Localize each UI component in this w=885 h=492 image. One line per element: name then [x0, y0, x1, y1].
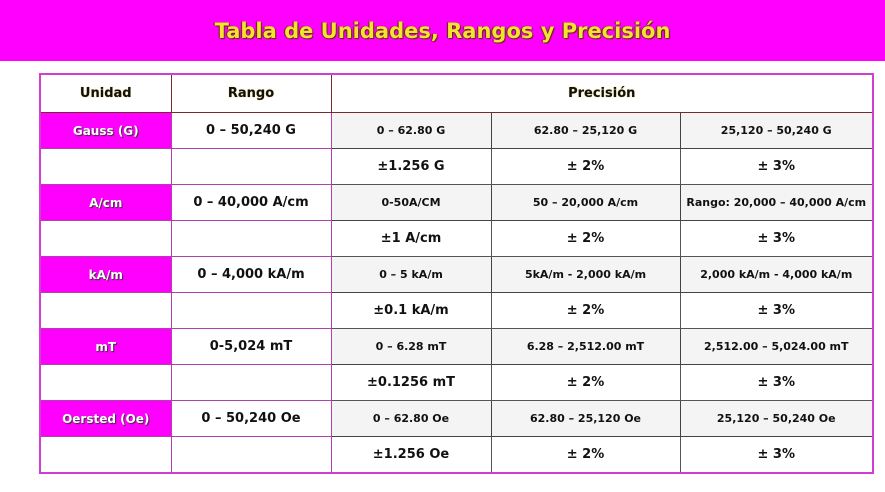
sub-range-cell: 62.80 – 25,120 G — [490, 112, 681, 149]
header-row: Unidad Rango Precisión — [39, 73, 874, 113]
sub-range-cell: 50 – 20,000 A/cm — [490, 184, 681, 221]
empty-cell — [170, 292, 332, 329]
tolerance-cell: ± 2% — [490, 148, 681, 185]
empty-cell — [39, 292, 172, 329]
empty-cell — [39, 220, 172, 257]
tolerance-cell: ± 3% — [679, 220, 874, 257]
unit-cell: Gauss (G) — [39, 112, 172, 149]
column-header: Precisión — [330, 73, 874, 113]
empty-cell — [39, 148, 172, 185]
unit-cell: mT — [39, 328, 172, 365]
empty-cell — [170, 436, 332, 474]
sub-range-cell: Rango: 20,000 – 40,000 A/cm — [679, 184, 874, 221]
tolerance-row: ±1 A/cm ± 2% ± 3% — [39, 220, 874, 257]
title-banner: Tabla de Unidades, Rangos y Precisión — [0, 0, 885, 61]
empty-cell — [170, 148, 332, 185]
tolerance-cell: ±1.256 G — [330, 148, 492, 185]
empty-cell — [170, 364, 332, 401]
tolerance-cell: ± 3% — [679, 364, 874, 401]
column-header: Unidad — [39, 73, 172, 113]
unit-cell: A/cm — [39, 184, 172, 221]
tolerance-row: ±0.1256 mT ± 2% ± 3% — [39, 364, 874, 401]
tolerance-cell: ±1.256 Oe — [330, 436, 492, 474]
sub-range-cell: 2,512.00 – 5,024.00 mT — [679, 328, 874, 365]
sub-range-cell: 5kA/m - 2,000 kA/m — [490, 256, 681, 293]
sub-range-cell: 25,120 – 50,240 Oe — [679, 400, 874, 437]
tolerance-cell: ± 2% — [490, 220, 681, 257]
tolerance-cell: ±0.1256 mT — [330, 364, 492, 401]
tolerance-cell: ± 2% — [490, 364, 681, 401]
sub-range-cell: 0 – 5 kA/m — [330, 256, 492, 293]
unit-row: A/cm 0 – 40,000 A/cm 0-50A/CM 50 – 20,000 A… — [39, 184, 874, 221]
tolerance-row: ±0.1 kA/m ± 2% ± 3% — [39, 292, 874, 329]
unit-cell: kA/m — [39, 256, 172, 293]
tolerance-row: ±1.256 Oe ± 2% ± 3% — [39, 436, 874, 474]
range-cell: 0 – 4,000 kA/m — [170, 256, 332, 293]
tolerance-cell: ±1 A/cm — [330, 220, 492, 257]
tolerance-cell: ± 2% — [490, 292, 681, 329]
tolerance-cell: ± 3% — [679, 436, 874, 474]
unit-row: kA/m 0 – 4,000 kA/m 0 – 5 kA/m 5kA/m - 2,00… — [39, 256, 874, 293]
tolerance-cell: ±0.1 kA/m — [330, 292, 492, 329]
range-cell: 0 – 50,240 Oe — [170, 400, 332, 437]
empty-cell — [170, 220, 332, 257]
sub-range-cell: 25,120 – 50,240 G — [679, 112, 874, 149]
unit-row: mT 0-5,024 mT 0 – 6.28 mT 6.28 – 2,512.00 m… — [39, 328, 874, 365]
sub-range-cell: 0 – 62.80 G — [330, 112, 492, 149]
unit-cell: Oersted (Oe) — [39, 400, 172, 437]
range-cell: 0 – 50,240 G — [170, 112, 332, 149]
sub-range-cell: 62.80 – 25,120 Oe — [490, 400, 681, 437]
page-title: Tabla de Unidades, Rangos y Precisión — [214, 18, 671, 43]
tolerance-cell: ± 3% — [679, 292, 874, 329]
sub-range-cell: 0 – 62.80 Oe — [330, 400, 492, 437]
sub-range-cell: 0 – 6.28 mT — [330, 328, 492, 365]
column-header: Rango — [170, 73, 332, 113]
sub-range-cell: 6.28 – 2,512.00 mT — [490, 328, 681, 365]
units-table: Unidad Rango Precisión Gauss (G) 0 – 50,2… — [39, 73, 875, 474]
empty-cell — [39, 364, 172, 401]
range-cell: 0-5,024 mT — [170, 328, 332, 365]
unit-row: Oersted (Oe) 0 – 50,240 Oe 0 – 62.80 Oe 62.… — [39, 400, 874, 437]
sub-range-cell: 2,000 kA/m - 4,000 kA/m — [679, 256, 874, 293]
sub-range-cell: 0-50A/CM — [330, 184, 492, 221]
empty-cell — [39, 436, 172, 474]
tolerance-cell: ± 3% — [679, 148, 874, 185]
range-cell: 0 – 40,000 A/cm — [170, 184, 332, 221]
tolerance-row: ±1.256 G ± 2% ± 3% — [39, 148, 874, 185]
tolerance-cell: ± 2% — [490, 436, 681, 474]
